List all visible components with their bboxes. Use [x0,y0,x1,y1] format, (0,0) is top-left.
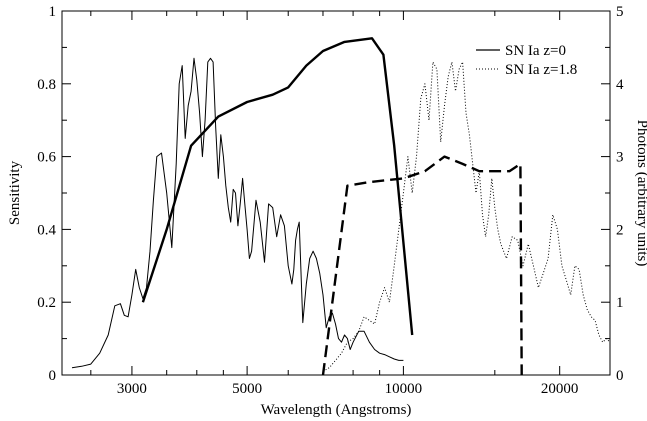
x-tick-label-5000: 5000 [232,381,262,397]
y-left-tick-label: 0.4 [37,222,56,238]
y-right-tick-label: 1 [616,295,624,311]
y-right-tick-label: 5 [616,4,624,20]
x-tick-label-10000: 10000 [385,381,423,397]
legend-label-sn-ia-z18: SN Ia z=1.8 [505,62,577,78]
legend-label-sn-ia-z0: SN Ia z=0 [505,43,566,59]
y-right-tick-label: 2 [616,222,624,238]
y-left-tick-label: 0.6 [37,150,56,166]
series-1-line [322,61,611,372]
y-axis-label-left: Sensitivity [7,160,23,225]
x-axis-label: Wavelength (Angstroms) [261,402,412,418]
x-tick-label-3000: 3000 [117,381,147,397]
ticks-layer: 3000 5000 10000 20000 0 0.2 0.4 0.6 0.8 1 0 1 2 3 4 5 [37,4,624,397]
y-axis-label-right: Photons (arbitrary units) [634,120,647,267]
series-3-line [321,155,523,376]
legend: SN Ia z=0 SN Ia z=1.8 [476,43,577,78]
x-tick-label-20000: 20000 [541,381,579,397]
y-right-tick-label: 0 [616,368,624,384]
y-left-tick-label: 0 [49,368,57,384]
y-left-tick-label: 0.8 [37,77,56,93]
y-right-tick-label: 4 [616,77,624,93]
y-right-tick-label: 3 [616,150,624,166]
y-left-tick-label: 1 [49,4,57,20]
series-layer [71,37,611,376]
series-0-line [71,57,404,369]
y-left-tick-label: 0.2 [37,295,56,311]
series-2-line [141,37,414,336]
